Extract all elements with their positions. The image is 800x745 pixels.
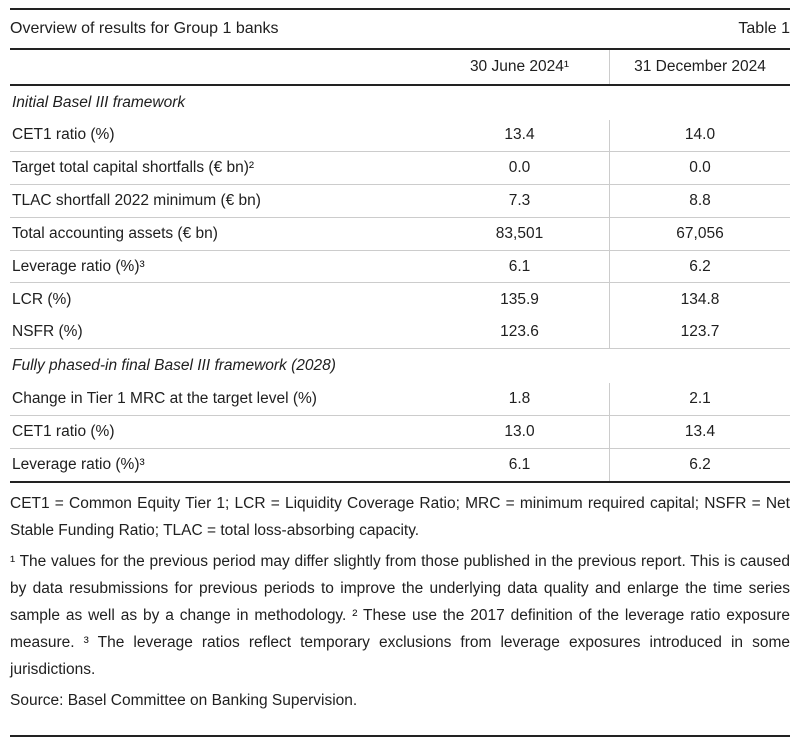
row-label: Change in Tier 1 MRC at the target level… xyxy=(12,389,317,407)
section-header-initial-basel-iii: Initial Basel III framework xyxy=(10,86,790,120)
value-dec-2024: 6.2 xyxy=(689,257,711,275)
value-dec-2024: 0.0 xyxy=(689,159,711,177)
value-dec-2024: 134.8 xyxy=(680,290,720,308)
value-dec-2024: 2.1 xyxy=(689,389,711,407)
table-row-tlac-shortfall: TLAC shortfall 2022 minimum (€ bn) 7.3 8… xyxy=(10,185,790,218)
section-header-label: Initial Basel III framework xyxy=(12,93,186,111)
table-row-cet1-ratio-final: CET1 ratio (%) 13.0 13.4 xyxy=(10,415,790,449)
value-dec-2024: 8.8 xyxy=(689,191,711,209)
section-header-fully-phased-in: Fully phased-in final Basel III framewor… xyxy=(10,349,790,383)
title-divider-rule xyxy=(10,48,790,50)
table-title-row: Overview of results for Group 1 banks Ta… xyxy=(10,10,790,48)
table-row-cet1-ratio: CET1 ratio (%) 13.4 14.0 xyxy=(10,119,790,153)
value-jun-2024: 123.6 xyxy=(430,316,610,349)
page-title: Overview of results for Group 1 banks xyxy=(10,20,279,37)
value-dec-2024: 123.7 xyxy=(680,323,720,341)
row-label: Leverage ratio (%)³ xyxy=(12,257,145,275)
table-row-leverage-ratio-final: Leverage ratio (%)³ 6.1 6.2 xyxy=(10,448,790,482)
table-row-target-capital-shortfalls: Target total capital shortfalls (€ bn)² … xyxy=(10,152,790,186)
value-jun-2024: 83,501 xyxy=(430,217,610,250)
section-header-label: Fully phased-in final Basel III framewor… xyxy=(12,357,336,375)
table-bottom-rule xyxy=(10,481,790,483)
source-line: Source: Basel Committee on Banking Super… xyxy=(10,691,358,709)
row-label: NSFR (%) xyxy=(12,323,83,341)
footnotes-text: ¹ The values for the previous period may… xyxy=(10,552,790,678)
table-row-leverage-ratio-initial: Leverage ratio (%)³ 6.1 6.2 xyxy=(10,250,790,284)
column-header-row: 30 June 2024¹ 31 December 2024 xyxy=(10,49,790,84)
column-header-dec-2024: 31 December 2024 xyxy=(634,57,766,75)
row-label: LCR (%) xyxy=(12,290,72,308)
value-jun-2024: 7.3 xyxy=(430,185,610,217)
value-dec-2024: 67,056 xyxy=(676,224,724,242)
row-label: Target total capital shortfalls (€ bn)² xyxy=(12,159,255,177)
value-jun-2024: 13.4 xyxy=(430,119,610,152)
table-row-change-tier1-mrc: Change in Tier 1 MRC at the target level… xyxy=(10,383,790,416)
column-header-spacer xyxy=(10,50,430,84)
footnotes-block: CET1 = Common Equity Tier 1; LCR = Liqui… xyxy=(10,483,790,714)
value-dec-2024: 14.0 xyxy=(684,126,716,144)
table-row-total-accounting-assets: Total accounting assets (€ bn) 83,501 67… xyxy=(10,217,790,251)
page-bottom-rule xyxy=(10,734,790,737)
value-jun-2024: 6.1 xyxy=(430,250,610,283)
value-jun-2024: 0.0 xyxy=(430,152,610,185)
abbreviations-note: CET1 = Common Equity Tier 1; LCR = Liqui… xyxy=(10,494,790,539)
value-jun-2024: 6.1 xyxy=(430,448,610,482)
table-label: Table 1 xyxy=(738,20,790,37)
top-rule xyxy=(10,8,790,10)
column-header-jun-2024: 30 June 2024¹ xyxy=(430,49,610,84)
value-jun-2024: 1.8 xyxy=(430,383,610,415)
table-row-nsfr: NSFR (%) 123.6 123.7 xyxy=(10,316,790,350)
value-dec-2024: 13.4 xyxy=(684,422,716,440)
row-label: CET1 ratio (%) xyxy=(12,422,115,440)
row-label: Leverage ratio (%)³ xyxy=(12,456,145,474)
row-label: CET1 ratio (%) xyxy=(12,126,115,144)
value-jun-2024: 13.0 xyxy=(430,415,610,448)
header-divider-rule xyxy=(10,83,790,86)
row-label: Total accounting assets (€ bn) xyxy=(12,224,218,242)
value-jun-2024: 135.9 xyxy=(430,283,610,317)
table-row-lcr: LCR (%) 135.9 134.8 xyxy=(10,283,790,317)
value-dec-2024: 6.2 xyxy=(689,456,711,474)
row-label: TLAC shortfall 2022 minimum (€ bn) xyxy=(12,191,261,209)
